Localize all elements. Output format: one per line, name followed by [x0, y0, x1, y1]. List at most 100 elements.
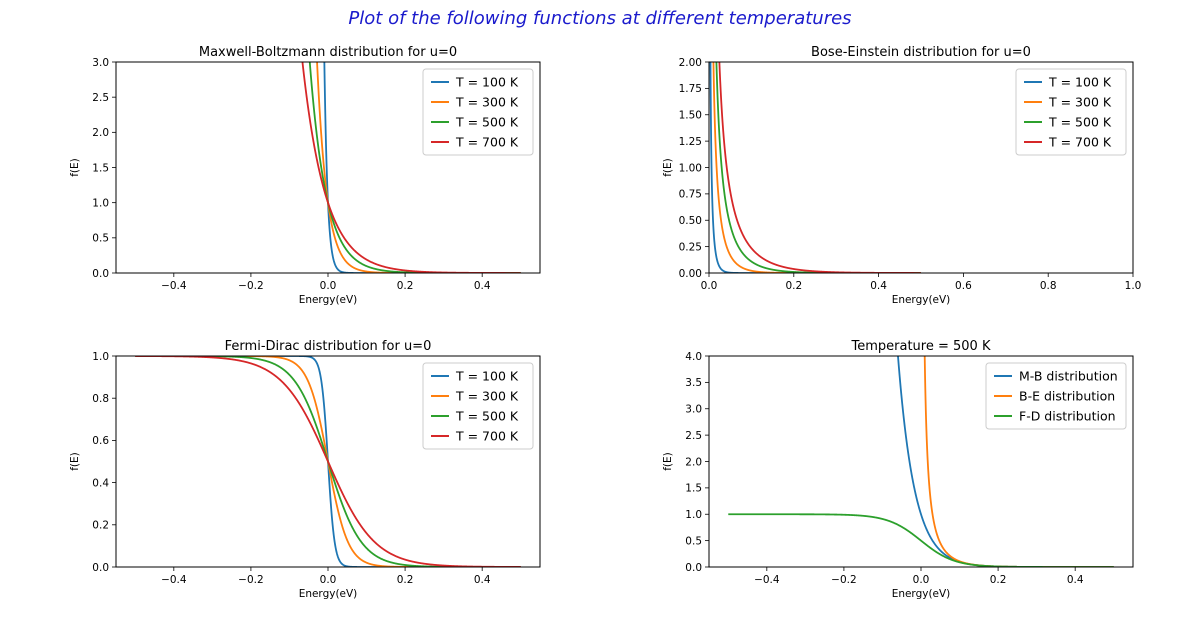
x-tick-label: 0.0 — [320, 280, 337, 292]
legend: T = 100 K T = 300 K T = 500 K T = 700 K — [1015, 68, 1127, 156]
legend-box — [422, 68, 534, 156]
y-tick-label: 0.5 — [685, 535, 702, 547]
y-tick-label: 0.4 — [92, 477, 109, 489]
legend-label: T = 700 K — [1048, 135, 1112, 150]
x-tick-label: 0.4 — [474, 280, 491, 292]
x-tick-label: 0.4 — [870, 280, 887, 292]
chart-title: Bose-Einstein distribution for u=0 — [811, 45, 1031, 60]
x-axis-label: Energy(eV) — [299, 294, 358, 306]
y-axis-label: f(E) — [69, 452, 81, 471]
x-tick-label: −0.2 — [238, 574, 264, 586]
x-tick-label: 1.0 — [1125, 280, 1142, 292]
y-tick-label: 3.0 — [92, 57, 109, 69]
x-tick-label: 0.2 — [397, 574, 414, 586]
y-tick-label: 1.5 — [685, 483, 702, 495]
legend-label: B-E distribution — [1019, 389, 1115, 404]
legend-label: T = 100 K — [455, 75, 519, 90]
y-tick-label: 0.5 — [92, 233, 109, 245]
legend-label: T = 300 K — [455, 95, 519, 110]
x-tick-label: 0.2 — [990, 574, 1007, 586]
legend-label: T = 500 K — [1048, 115, 1112, 130]
y-tick-label: 1.0 — [92, 197, 109, 209]
x-axis-label: Energy(eV) — [892, 588, 951, 600]
legend-box — [1015, 68, 1127, 156]
legend-label: T = 500 K — [455, 409, 519, 424]
y-tick-label: 3.0 — [685, 404, 702, 416]
y-axis-label: f(E) — [662, 158, 674, 177]
x-tick-label: −0.4 — [754, 574, 780, 586]
legend: T = 100 K T = 300 K T = 500 K T = 700 K — [422, 362, 534, 450]
series-line-4 — [135, 356, 521, 567]
y-tick-label: 2.0 — [92, 127, 109, 139]
legend-box — [422, 362, 534, 450]
legend-label: T = 100 K — [455, 369, 519, 384]
legend-label: F-D distribution — [1019, 409, 1116, 424]
chart-title: Temperature = 500 K — [851, 339, 991, 354]
chart-cmp: Temperature = 500 K −0.4 −0.2 0.0 0.2 0.4 0.0 0… — [662, 339, 1134, 600]
y-tick-label: 0.0 — [92, 268, 109, 280]
x-tick-label: 0.0 — [320, 574, 337, 586]
legend-label: T = 300 K — [1048, 95, 1112, 110]
y-tick-label: 0.6 — [92, 435, 109, 447]
series-group — [709, 62, 921, 273]
series-line-4 — [718, 62, 921, 273]
chart-title: Fermi-Dirac distribution for u=0 — [225, 339, 432, 354]
plot-frame — [115, 61, 541, 274]
x-tick-label: −0.2 — [831, 574, 857, 586]
legend: T = 100 K T = 300 K T = 500 K T = 700 K — [422, 68, 534, 156]
x-tick-label: −0.4 — [161, 280, 187, 292]
y-tick-label: 3.5 — [685, 377, 702, 389]
y-tick-label: 0.2 — [92, 520, 109, 532]
y-axis-label: f(E) — [662, 452, 674, 471]
legend-label: M-B distribution — [1019, 369, 1118, 384]
x-tick-label: 0.4 — [1067, 574, 1084, 586]
plot-frame — [708, 61, 1134, 274]
plot-frame — [708, 355, 1134, 568]
chart-be: Bose-Einstein distribution for u=0 0.0 0.2… — [662, 45, 1142, 306]
x-axis-label: Energy(eV) — [892, 294, 951, 306]
y-tick-label: 2.5 — [685, 430, 702, 442]
y-tick-label: 0.25 — [679, 241, 702, 253]
legend: M-B distribution B-E distribution F-D dist… — [985, 362, 1127, 430]
figure-title: Plot of the following functions at diffe… — [348, 8, 852, 29]
y-tick-label: 2.5 — [92, 92, 109, 104]
chart-fd: Fermi-Dirac distribution for u=0 −0.4 −0.2… — [69, 339, 541, 600]
y-tick-label: 1.0 — [92, 351, 109, 363]
x-tick-label: 0.8 — [1040, 280, 1057, 292]
legend-label: T = 100 K — [1048, 75, 1112, 90]
y-tick-label: 1.0 — [685, 509, 702, 521]
x-tick-label: 0.0 — [701, 280, 718, 292]
y-tick-label: 1.5 — [92, 162, 109, 174]
y-tick-label: 1.50 — [679, 110, 702, 122]
legend-label: T = 300 K — [455, 389, 519, 404]
y-tick-label: 0.00 — [679, 268, 702, 280]
y-tick-label: 0.0 — [92, 562, 109, 574]
x-axis-label: Energy(eV) — [299, 588, 358, 600]
y-tick-label: 0.0 — [685, 562, 702, 574]
legend-label: T = 500 K — [455, 115, 519, 130]
chart-title: Maxwell-Boltzmann distribution for u=0 — [199, 45, 457, 60]
y-tick-label: 4.0 — [685, 351, 702, 363]
x-tick-label: 0.2 — [397, 280, 414, 292]
x-tick-label: 0.2 — [785, 280, 802, 292]
y-tick-label: 2.0 — [685, 456, 702, 468]
x-tick-label: 0.6 — [955, 280, 972, 292]
plot-frame — [115, 355, 541, 568]
y-tick-label: 0.75 — [679, 189, 702, 201]
y-tick-label: 1.25 — [679, 136, 702, 148]
y-tick-label: 0.8 — [92, 393, 109, 405]
y-tick-label: 1.00 — [679, 162, 702, 174]
x-tick-label: 0.0 — [913, 574, 930, 586]
y-tick-label: 1.75 — [679, 83, 702, 95]
x-tick-label: −0.2 — [238, 280, 264, 292]
series-line-3 — [728, 513, 1114, 567]
y-axis-label: f(E) — [69, 158, 81, 177]
y-tick-label: 0.50 — [679, 215, 702, 227]
x-tick-label: −0.4 — [161, 574, 187, 586]
x-tick-label: 0.4 — [474, 574, 491, 586]
y-tick-label: 2.00 — [679, 57, 702, 69]
legend-label: T = 700 K — [455, 135, 519, 150]
legend-label: T = 700 K — [455, 429, 519, 444]
